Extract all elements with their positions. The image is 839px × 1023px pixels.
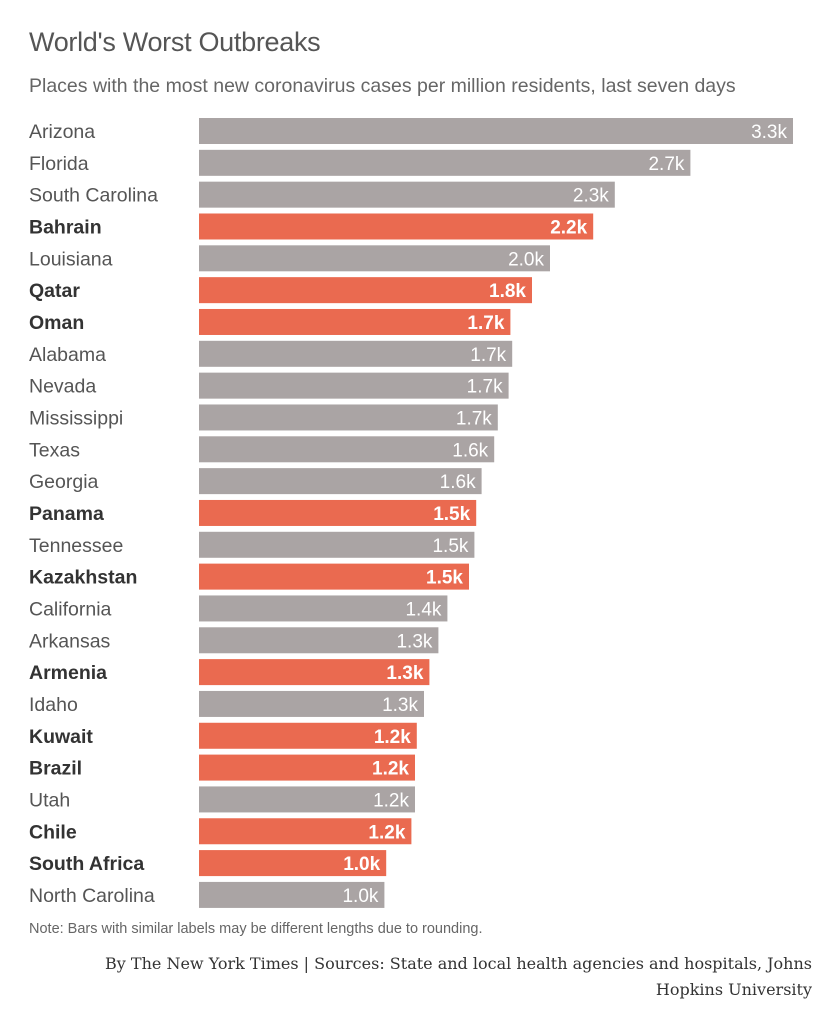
bar bbox=[199, 881, 385, 908]
category-label: Louisiana bbox=[29, 248, 113, 270]
category-label: Armenia bbox=[29, 662, 107, 684]
bar bbox=[199, 754, 415, 781]
value-label: 2.3k bbox=[573, 186, 609, 207]
bar bbox=[199, 627, 439, 654]
bar bbox=[199, 850, 387, 877]
category-label: Alabama bbox=[29, 344, 106, 366]
bar bbox=[199, 468, 482, 495]
bar bbox=[199, 404, 498, 431]
value-label: 1.2k bbox=[373, 790, 409, 811]
bar bbox=[199, 118, 793, 144]
category-label: Qatar bbox=[29, 280, 80, 302]
category-label: Oman bbox=[29, 312, 84, 334]
bar bbox=[199, 372, 509, 399]
category-label: Arizona bbox=[29, 121, 95, 143]
bar bbox=[199, 818, 412, 845]
value-label: 1.7k bbox=[470, 345, 506, 366]
value-label: 1.6k bbox=[452, 440, 488, 461]
bar bbox=[199, 436, 495, 463]
value-label: 1.3k bbox=[386, 663, 423, 684]
category-label: South Africa bbox=[29, 853, 144, 875]
bar bbox=[199, 245, 550, 272]
value-label: 1.6k bbox=[440, 472, 476, 493]
bar bbox=[199, 340, 513, 367]
bar bbox=[199, 595, 448, 622]
category-label: Idaho bbox=[29, 694, 78, 716]
bar bbox=[199, 531, 475, 558]
bar bbox=[199, 181, 615, 208]
category-label: Arkansas bbox=[29, 630, 111, 652]
category-label: South Carolina bbox=[29, 185, 158, 207]
value-label: 1.2k bbox=[374, 727, 411, 748]
value-label: 1.7k bbox=[456, 408, 492, 429]
bar bbox=[199, 659, 430, 686]
value-label: 3.3k bbox=[751, 122, 787, 143]
category-label: Brazil bbox=[29, 758, 82, 780]
bar bbox=[199, 499, 477, 526]
bar bbox=[199, 149, 691, 176]
category-label: Chile bbox=[29, 821, 77, 843]
value-label: 1.4k bbox=[405, 599, 441, 620]
value-label: 1.3k bbox=[396, 631, 432, 652]
value-label: 1.5k bbox=[432, 536, 468, 557]
bar bbox=[199, 690, 424, 717]
value-label: 1.2k bbox=[372, 759, 409, 780]
bar bbox=[199, 722, 417, 749]
bar bbox=[199, 277, 532, 304]
value-label: 2.2k bbox=[550, 217, 587, 238]
value-label: 1.7k bbox=[467, 377, 503, 398]
category-label: Kuwait bbox=[29, 726, 93, 748]
value-label: 1.0k bbox=[343, 854, 380, 875]
category-label: North Carolina bbox=[29, 885, 155, 907]
value-label: 1.5k bbox=[426, 568, 463, 589]
chart-note: Note: Bars with similar labels may be di… bbox=[29, 921, 483, 937]
value-label: 2.7k bbox=[648, 154, 684, 175]
value-label: 1.3k bbox=[382, 695, 418, 716]
value-label: 1.8k bbox=[489, 281, 526, 302]
category-label: Georgia bbox=[29, 471, 99, 493]
value-label: 1.2k bbox=[368, 822, 405, 843]
value-label: 1.7k bbox=[467, 313, 504, 334]
value-label: 2.0k bbox=[508, 249, 544, 270]
value-label: 1.5k bbox=[433, 504, 470, 525]
chart-title: World's Worst Outbreaks bbox=[29, 27, 321, 57]
bar bbox=[199, 786, 415, 813]
category-label: Mississippi bbox=[29, 407, 123, 429]
source-credit: By The New York Times | Sources: State a… bbox=[105, 954, 812, 999]
category-label: Florida bbox=[29, 153, 89, 175]
chart-subtitle: Places with the most new coronavirus cas… bbox=[29, 75, 736, 97]
category-label: Nevada bbox=[29, 376, 96, 398]
bar bbox=[199, 213, 594, 240]
category-label: Kazakhstan bbox=[29, 567, 137, 589]
value-label: 1.0k bbox=[342, 886, 378, 907]
category-label: Tennessee bbox=[29, 535, 123, 557]
category-label: Utah bbox=[29, 789, 70, 811]
bar bbox=[199, 563, 469, 590]
category-label: Texas bbox=[29, 439, 80, 461]
category-label: Panama bbox=[29, 503, 104, 525]
bar bbox=[199, 308, 511, 335]
category-label: California bbox=[29, 598, 112, 620]
category-label: Bahrain bbox=[29, 216, 102, 238]
